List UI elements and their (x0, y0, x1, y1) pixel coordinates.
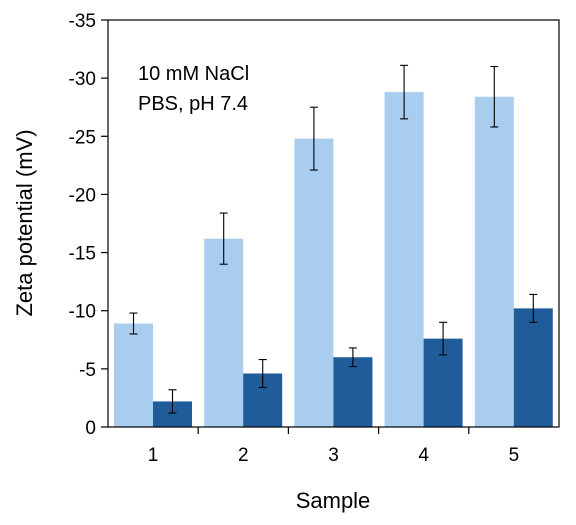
y-tick-label: -30 (69, 69, 96, 90)
x-tick-label: 3 (328, 445, 339, 466)
y-tick-label: 0 (85, 418, 96, 439)
error-bar (400, 64, 409, 120)
plot-frame (107, 19, 560, 428)
error-bar (490, 65, 499, 128)
bar-pbs-5 (513, 308, 553, 427)
x-axis-ticks: 1 2 3 4 5 (148, 427, 519, 466)
y-tick-label: -10 (69, 302, 96, 323)
y-tick-label: -35 (69, 11, 96, 32)
bars-layer (114, 92, 553, 428)
x-tick-label: 4 (418, 445, 429, 466)
error-bar (219, 212, 228, 265)
bar-nacl-3 (294, 138, 334, 427)
x-axis-title: Sample (296, 488, 371, 513)
error-bar (439, 321, 448, 356)
bar-nacl-4 (384, 92, 424, 428)
y-tick-label: -5 (79, 360, 96, 381)
bar-nacl-5 (474, 96, 514, 428)
error-bar (309, 106, 318, 171)
x-tick-label: 1 (148, 445, 159, 466)
y-tick-label: -20 (69, 185, 96, 206)
error-bar (348, 347, 357, 368)
error-bar (529, 293, 538, 323)
legend-label-pbs: PBS, pH 7.4 (138, 93, 248, 115)
error-bars-layer (129, 64, 538, 414)
y-tick-label: -15 (69, 244, 96, 265)
error-bar (168, 389, 177, 414)
bar-pbs-3 (333, 357, 373, 427)
error-bar (129, 312, 138, 335)
bar-nacl-2 (204, 238, 244, 427)
x-tick-label: 2 (238, 445, 249, 466)
bar-nacl-1 (114, 323, 153, 427)
legend-label-nacl: 10 mM NaCl (138, 63, 249, 85)
y-axis-ticks: 0 -5 -10 -15 -20 -25 -30 -35 (69, 11, 108, 439)
error-bar (258, 359, 267, 389)
x-tick-label: 5 (509, 445, 520, 466)
y-tick-label: -25 (69, 127, 96, 148)
y-axis-title: Zeta potential (mV) (12, 129, 37, 316)
